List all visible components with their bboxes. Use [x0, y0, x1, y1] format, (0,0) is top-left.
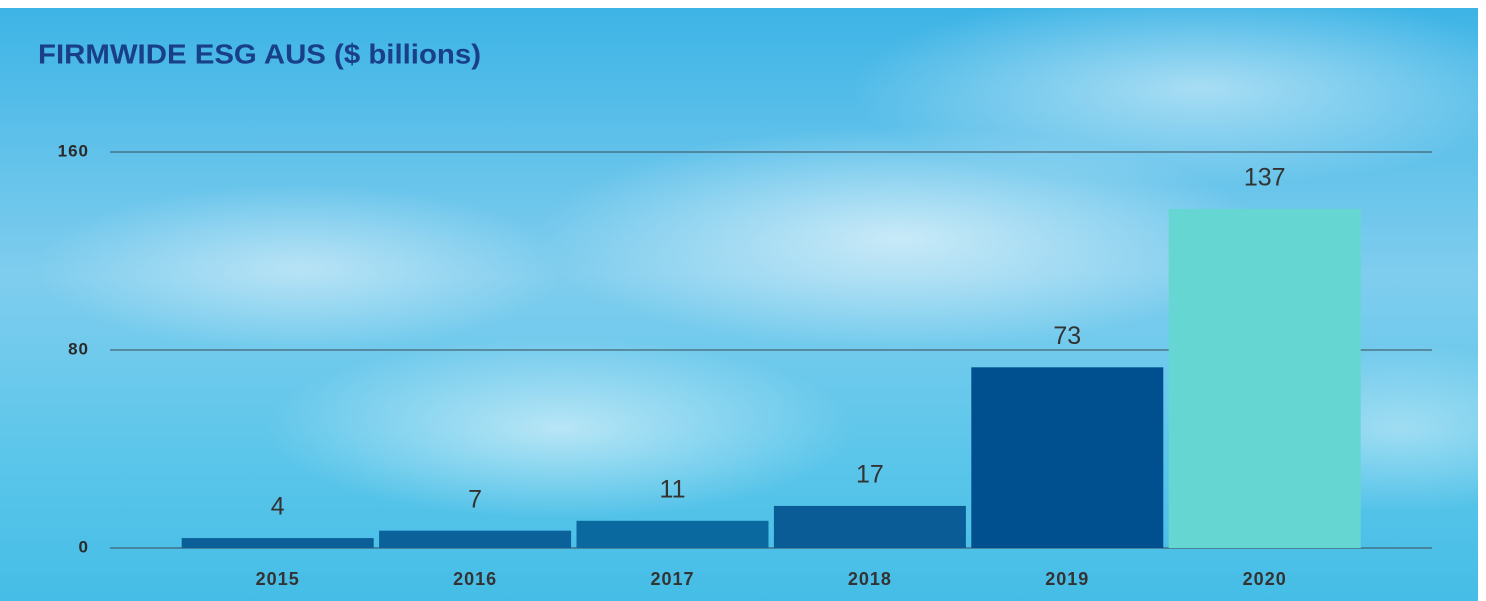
- value-label: 73: [1053, 322, 1081, 350]
- x-tick-label: 2016: [453, 569, 497, 589]
- value-label: 137: [1244, 164, 1286, 192]
- y-tick-label: 80: [68, 339, 89, 358]
- value-label: 7: [468, 485, 482, 513]
- bar: [576, 520, 769, 548]
- x-tick-label: 2019: [1045, 569, 1089, 589]
- x-tick-label: 2015: [256, 569, 300, 589]
- value-label: 4: [271, 493, 285, 521]
- bar: [1168, 208, 1361, 549]
- x-tick-label: 2017: [650, 569, 694, 589]
- bar: [379, 530, 572, 548]
- bar: [773, 505, 966, 548]
- x-tick-label: 2018: [848, 569, 892, 589]
- bar: [971, 367, 1164, 548]
- bar: [181, 538, 374, 548]
- value-label: 11: [660, 475, 686, 503]
- chart-title: FIRMWIDE ESG AUS ($ billions): [38, 38, 481, 69]
- y-tick-label: 160: [58, 141, 89, 160]
- x-tick-label: 2020: [1243, 569, 1287, 589]
- y-tick-label: 0: [79, 537, 89, 556]
- value-label: 17: [856, 461, 884, 489]
